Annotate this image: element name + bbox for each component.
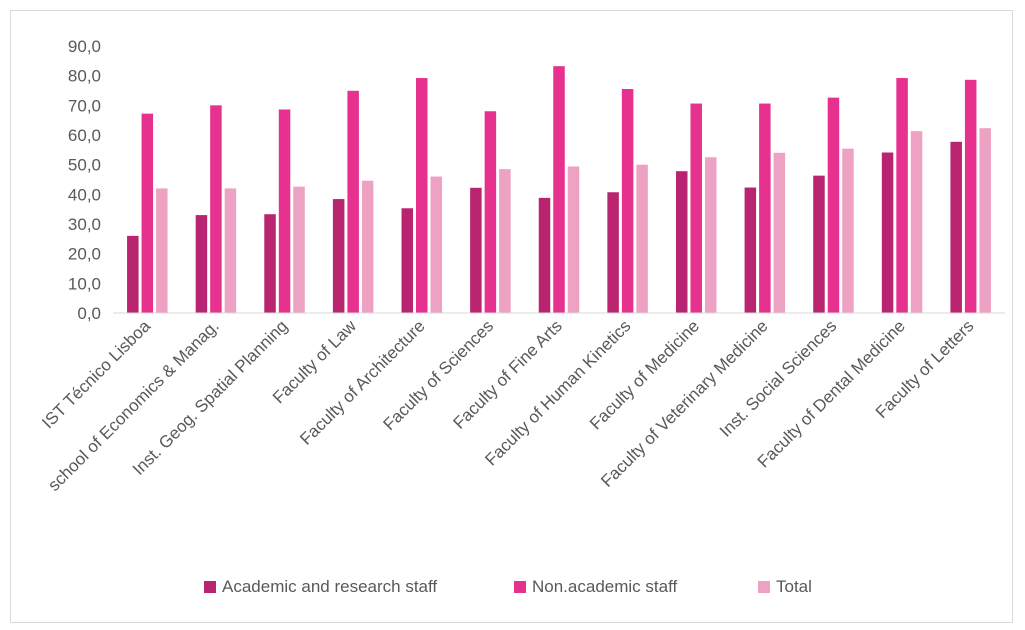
x-tick-label: Inst. Social Sciences — [716, 316, 840, 440]
bar — [744, 187, 757, 313]
y-tick-label: 10,0 — [68, 274, 101, 293]
legend-swatch — [758, 581, 770, 593]
x-tick-label: Faculty of Human Kinetics — [481, 316, 634, 469]
bars — [127, 66, 991, 314]
bar — [416, 78, 428, 313]
bar — [361, 180, 374, 313]
legend-swatch — [514, 581, 526, 593]
x-tick-label: Faculty of Architecture — [296, 316, 428, 448]
legend-label: Non.academic staff — [532, 577, 677, 596]
bar — [401, 208, 414, 313]
bar — [224, 188, 237, 313]
legend: Academic and research staff Non.academic … — [204, 577, 812, 596]
y-axis: 0,0 10,0 20,0 30,0 40,0 50,0 60,0 70,0 80,0 90,0 — [68, 37, 101, 323]
bar — [156, 188, 168, 313]
legend-swatch — [204, 581, 216, 593]
bar — [538, 197, 551, 313]
bar — [964, 79, 977, 313]
bar — [470, 187, 482, 313]
bar — [621, 89, 634, 314]
bar — [950, 141, 962, 313]
bar — [979, 128, 991, 313]
bar — [896, 78, 908, 313]
y-tick-label: 70,0 — [68, 96, 101, 115]
bar — [264, 214, 276, 313]
y-tick-label: 80,0 — [68, 67, 101, 86]
legend-label: Total — [776, 577, 812, 596]
y-tick-label: 90,0 — [68, 37, 101, 56]
bar — [332, 199, 345, 313]
bar — [293, 186, 305, 313]
bar — [636, 164, 648, 313]
chart-area: 0,0 10,0 20,0 30,0 40,0 50,0 60,0 70,0 80,0 90,0 … — [10, 10, 1013, 623]
bar — [499, 169, 511, 313]
bar — [813, 175, 825, 313]
y-tick-label: 0,0 — [77, 304, 101, 323]
bar — [430, 176, 443, 313]
bar — [675, 171, 688, 313]
bar — [759, 103, 771, 313]
bar — [210, 105, 222, 313]
y-tick-label: 40,0 — [68, 185, 101, 204]
bar — [347, 90, 359, 314]
bar — [881, 152, 894, 313]
bar — [827, 97, 840, 314]
bar — [567, 166, 580, 313]
bar — [278, 109, 291, 313]
y-tick-label: 30,0 — [68, 215, 101, 234]
bar — [141, 113, 154, 313]
bar — [842, 148, 854, 313]
y-tick-label: 20,0 — [68, 245, 101, 264]
bar — [127, 235, 139, 313]
bar-chart: 0,010,020,030,040,050,060,070,080,090,0 … — [38, 37, 1005, 596]
bar — [484, 111, 497, 314]
bar — [910, 131, 923, 313]
y-tick-label: 50,0 — [68, 156, 101, 175]
bar — [704, 157, 717, 313]
bar — [195, 215, 208, 313]
bar — [607, 192, 619, 313]
bar — [773, 152, 786, 313]
y-tick-label: 60,0 — [68, 126, 101, 145]
bar — [553, 66, 565, 313]
legend-label: Academic and research staff — [222, 577, 437, 596]
bar — [690, 103, 702, 313]
